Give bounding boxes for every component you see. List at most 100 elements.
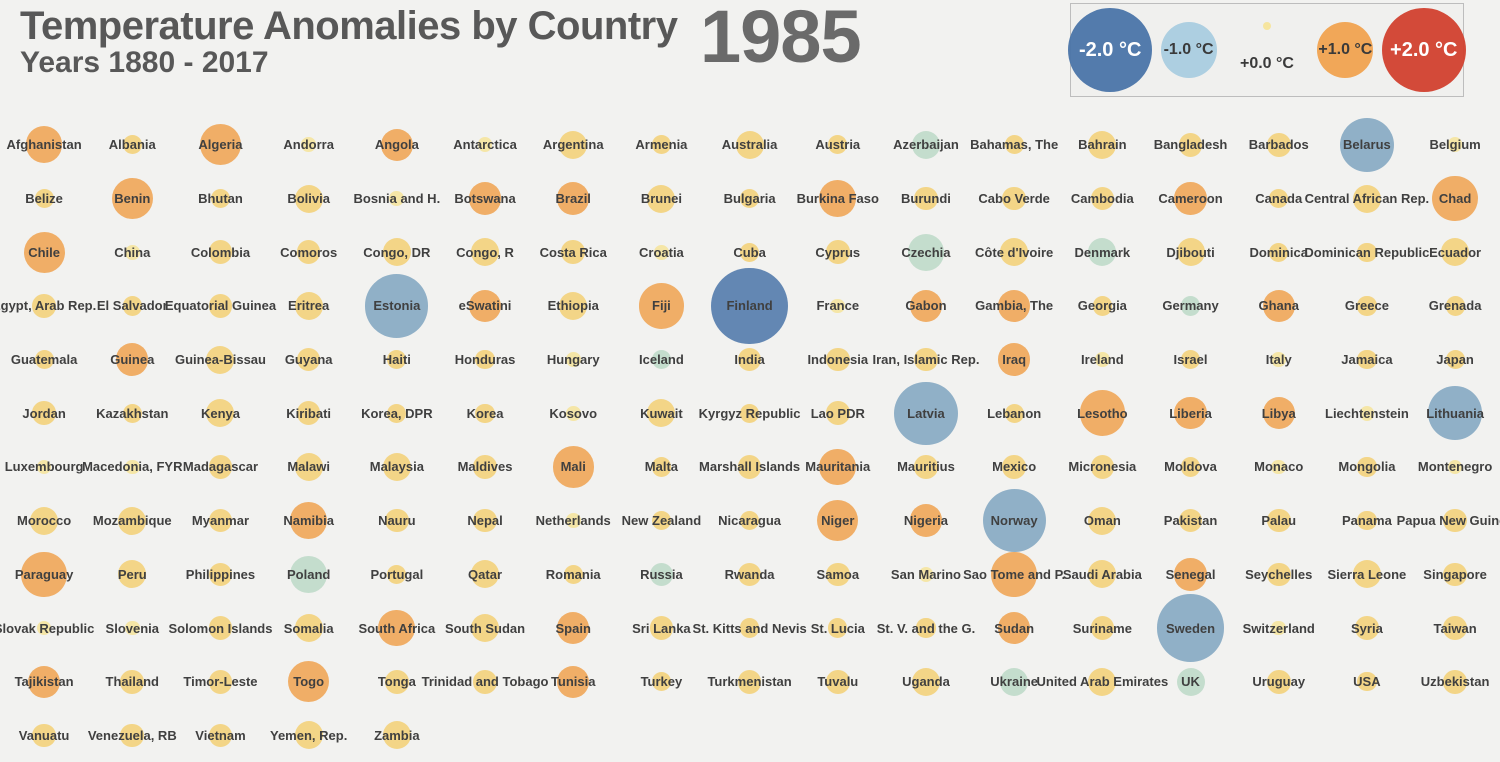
anomaly-bubble [125,245,140,260]
country-cell: Myanmar [176,494,264,548]
country-cell: Iceland [617,333,705,387]
anomaly-bubble [559,292,587,320]
country-cell: Guatemala [0,333,88,387]
anomaly-bubble [206,399,234,427]
anomaly-bubble [828,618,847,637]
anomaly-bubble [123,296,142,315]
country-cell: Seychelles [1235,548,1323,602]
country-cell: Turkmenistan [706,655,794,709]
country-cell: Marshall Islands [706,440,794,494]
anomaly-bubble [37,621,52,636]
country-cell: Ecuador [1411,225,1499,279]
anomaly-bubble [998,343,1030,375]
country-cell: Korea [441,386,529,440]
anomaly-bubble [200,124,241,165]
country-cell: Cyprus [794,225,882,279]
anomaly-bubble [1091,187,1115,211]
anomaly-bubble [1357,672,1376,691]
country-cell: San Marino [882,548,970,602]
anomaly-bubble [469,182,501,214]
anomaly-bubble [383,453,411,481]
anomaly-bubble [564,565,583,584]
anomaly-bubble [1441,238,1469,266]
anomaly-bubble [914,455,938,479]
country-cell: China [88,225,176,279]
country-cell: Canada [1235,172,1323,226]
anomaly-bubble [1181,350,1200,369]
anomaly-bubble [1157,594,1225,662]
anomaly-bubble [912,668,940,696]
anomaly-bubble [1000,668,1028,696]
anomaly-bubble [1091,455,1115,479]
country-cell: Kenya [176,386,264,440]
anomaly-bubble [557,666,589,698]
country-cell: Russia [617,548,705,602]
country-cell: Maldives [441,440,529,494]
anomaly-bubble [740,189,759,208]
anomaly-bubble [32,294,56,318]
country-cell: Belize [0,172,88,226]
anomaly-bubble [387,565,406,584]
anomaly-bubble [381,129,413,161]
anomaly-bubble [1181,296,1200,315]
country-cell: Trinidad and Tobago [441,655,529,709]
country-cell: Israel [1146,333,1234,387]
country-cell: Philippines [176,548,264,602]
country-cell: Vanuatu [0,709,88,762]
anomaly-bubble [740,243,759,262]
country-cell: Mali [529,440,617,494]
grid-row: AfghanistanAlbaniaAlgeriaAndorraAngolaAn… [0,118,1500,172]
country-cell: Uganda [882,655,970,709]
anomaly-bubble [652,511,671,530]
country-cell: Macedonia, FYR [88,440,176,494]
anomaly-bubble [120,724,144,748]
country-cell: Togo [265,655,353,709]
anomaly-bubble [738,348,762,372]
legend-circle [1263,22,1271,30]
country-cell: Belarus [1323,118,1411,172]
country-cell: Bosnia and H. [353,172,441,226]
anomaly-bubble [1095,352,1110,367]
country-cell: Equatorial Guinea [176,279,264,333]
anomaly-bubble [1177,668,1205,696]
country-cell: Côte d'Ivoire [970,225,1058,279]
country-cell: Saudi Arabia [1058,548,1146,602]
anomaly-bubble [819,180,856,217]
anomaly-bubble [1446,350,1465,369]
anomaly-bubble [1174,397,1206,429]
country-cell: Norway [970,494,1058,548]
country-cell: Guyana [265,333,353,387]
country-cell: Australia [706,118,794,172]
anomaly-bubble [112,178,153,219]
anomaly-bubble [473,455,497,479]
anomaly-bubble [736,131,764,159]
country-cell: Andorra [265,118,353,172]
country-cell: St. Lucia [794,601,882,655]
country-cell: Sweden [1146,601,1234,655]
country-cell: Georgia [1058,279,1146,333]
country-cell: Dominican Republic [1323,225,1411,279]
anomaly-bubble [817,500,858,541]
country-cell: Liechtenstein [1323,386,1411,440]
anomaly-bubble [738,455,762,479]
country-cell: Congo, DR [353,225,441,279]
anomaly-bubble [301,137,316,152]
country-cell: Turkey [617,655,705,709]
anomaly-bubble [116,343,148,375]
country-cell: Haiti [353,333,441,387]
anomaly-bubble [209,509,233,533]
country-cell: Tajikistan [0,655,88,709]
anomaly-bubble [639,283,685,329]
anomaly-bubble [288,661,329,702]
anomaly-bubble [738,563,762,587]
country-cell: Sierra Leone [1323,548,1411,602]
country-cell: Djibouti [1146,225,1234,279]
anomaly-bubble [1088,560,1116,588]
anomaly-bubble [28,666,60,698]
country-cell: Ethiopia [529,279,617,333]
country-cell: Fiji [617,279,705,333]
country-cell: Lesotho [1058,386,1146,440]
country-cell: Kosovo [529,386,617,440]
legend-label: -2.0 °C [1079,39,1141,62]
anomaly-bubble [1179,509,1203,533]
